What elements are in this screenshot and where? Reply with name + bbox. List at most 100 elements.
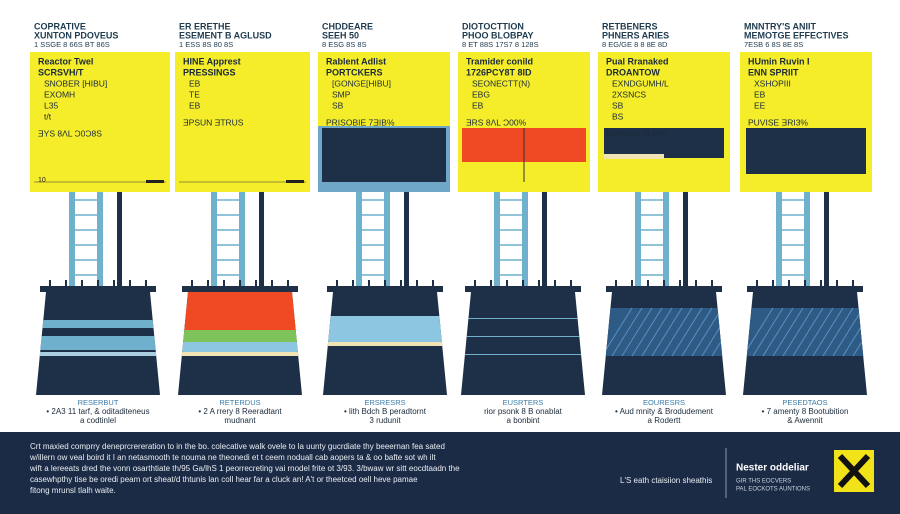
caption: a bonbint bbox=[507, 416, 541, 425]
panel-text: SEONECTT(N) bbox=[472, 78, 530, 88]
hatch bbox=[852, 307, 867, 357]
hatch bbox=[631, 307, 663, 357]
column-header: PHNERS ARIES bbox=[602, 30, 669, 40]
hatch bbox=[641, 307, 673, 357]
column-header: 8 ET 88S 17S7 8 128S bbox=[462, 40, 539, 49]
brand-name: Nester oddeliar bbox=[736, 463, 809, 474]
panel-text: t/t bbox=[44, 111, 52, 121]
hatch bbox=[822, 307, 854, 357]
caption: rior psonk 8 B onablat bbox=[484, 407, 563, 416]
column-header: 7ESB 6 8S 8E 8S bbox=[744, 40, 803, 49]
panel-text: ENN SPRIIT bbox=[748, 67, 799, 77]
hatch bbox=[752, 307, 784, 357]
caption: • Aud mnity & Brodudement bbox=[615, 407, 714, 416]
cap bbox=[327, 286, 443, 292]
panel-text: EB bbox=[754, 89, 766, 99]
caption: ERSRESRS bbox=[364, 398, 405, 407]
post bbox=[824, 192, 829, 292]
caption: & Awennit bbox=[787, 416, 823, 425]
post bbox=[97, 192, 103, 292]
panel bbox=[598, 52, 730, 192]
panel-block bbox=[604, 128, 724, 158]
footer-text: Crt maxied comprry deneprcrereration to … bbox=[30, 442, 445, 451]
column-header: COPRATIVE bbox=[34, 21, 86, 31]
hatch bbox=[812, 307, 844, 357]
band bbox=[602, 308, 726, 356]
footer-text: casewhpthy tise be oredi peam ort sheat/… bbox=[30, 475, 418, 484]
panel-text: SCRSVH/T bbox=[38, 67, 84, 77]
band bbox=[461, 318, 585, 319]
band bbox=[178, 292, 302, 330]
caption: PESEDTAOS bbox=[782, 398, 827, 407]
cap bbox=[747, 286, 863, 292]
footer-text: wift a lereeats dred the vonn osarthtiat… bbox=[29, 464, 460, 473]
cap bbox=[182, 286, 298, 292]
panel-text: TE bbox=[189, 89, 200, 99]
tower-base bbox=[602, 292, 726, 395]
hatch bbox=[651, 307, 683, 357]
caption: RESERBUT bbox=[78, 398, 119, 407]
hatch bbox=[671, 307, 703, 357]
post bbox=[259, 192, 264, 292]
panel-text: EBG bbox=[472, 89, 490, 99]
brand-line: PAL EOCKOTS AUNTIONS bbox=[736, 487, 810, 493]
column-header: PHOO BLOBPAY bbox=[462, 30, 534, 40]
hatch bbox=[782, 307, 814, 357]
panel-text: ƎYS 8ɅL Ɔ0Ɔ8S bbox=[38, 128, 102, 138]
panel-text: SNOBER [HIBU] bbox=[44, 78, 107, 88]
hatch bbox=[691, 307, 723, 357]
tower-base bbox=[743, 292, 867, 395]
caption: a codtinlel bbox=[80, 416, 116, 425]
post bbox=[522, 192, 528, 292]
brand-line: GIR THS EOCVERS bbox=[736, 479, 791, 485]
footer-text: w/illern ow veal boird it I an netasmoot… bbox=[29, 453, 436, 462]
caption: • 2 A rrery 8 Reeradtant bbox=[198, 407, 282, 416]
panel-text: Reactor Twel bbox=[38, 56, 93, 66]
post bbox=[635, 192, 641, 292]
panel-text: Pual Rranaked bbox=[606, 56, 669, 66]
caption: a Rodertt bbox=[648, 416, 682, 425]
panel-text: EXNDGUMH/L bbox=[612, 78, 669, 88]
panel-text: PUVISE ƎRI3% bbox=[748, 117, 808, 127]
panel-text: HUmin Ruvin I bbox=[748, 56, 810, 66]
tower-base bbox=[36, 292, 160, 395]
post bbox=[117, 192, 122, 292]
panel-text: EB bbox=[472, 100, 484, 110]
panel-text: EB bbox=[189, 100, 201, 110]
band bbox=[178, 352, 302, 356]
column-header: DIOTOCTTION bbox=[462, 21, 524, 31]
column-header: XUNTON PDOVEUS bbox=[34, 30, 118, 40]
panel-text: 1726PCY8T 8ID bbox=[466, 67, 532, 77]
post bbox=[211, 192, 217, 292]
panel-block bbox=[322, 128, 446, 182]
caption: EOURESRS bbox=[643, 398, 685, 407]
hatch bbox=[681, 307, 713, 357]
column-header: RETBENERS bbox=[602, 21, 658, 31]
hatch bbox=[792, 307, 824, 357]
band bbox=[461, 354, 585, 355]
cap bbox=[606, 286, 722, 292]
column-header: SEEH 50 bbox=[322, 30, 359, 40]
panel-text: EXOMH bbox=[44, 89, 75, 99]
caption: mudnant bbox=[224, 416, 256, 425]
hatch bbox=[611, 307, 643, 357]
tower-base bbox=[178, 292, 302, 395]
hatch bbox=[711, 307, 726, 357]
panel-text: PRISOBIE 7ƎIB% bbox=[326, 117, 395, 127]
post bbox=[804, 192, 810, 292]
panel bbox=[175, 52, 310, 192]
column-header: 8 ESG 8S 8S bbox=[322, 40, 367, 49]
panel-block bbox=[604, 154, 664, 159]
hatch bbox=[602, 307, 633, 357]
base-body bbox=[461, 292, 585, 395]
band bbox=[36, 352, 160, 356]
hatch bbox=[762, 307, 794, 357]
post bbox=[384, 192, 390, 292]
panel-text: BS bbox=[612, 111, 624, 121]
band bbox=[743, 308, 867, 356]
caption: EUSRTERS bbox=[503, 398, 544, 407]
caption: • lith Bdch B peradtornt bbox=[344, 407, 427, 416]
panel-text: SB bbox=[332, 100, 344, 110]
hatch bbox=[661, 307, 693, 357]
